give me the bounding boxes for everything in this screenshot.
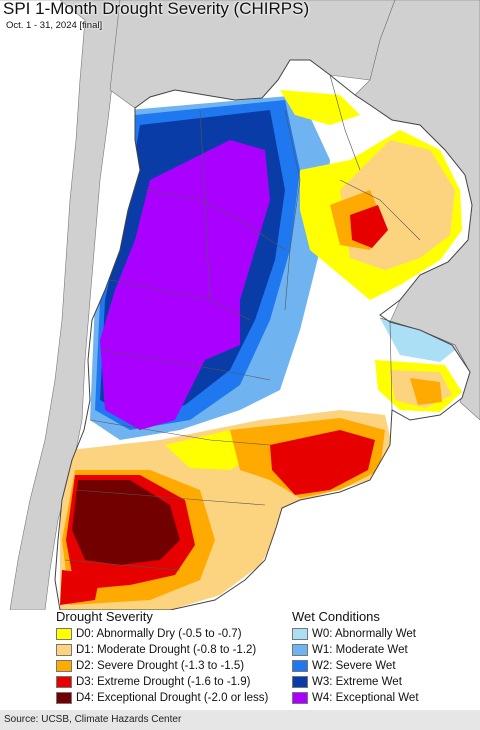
legend-label-w2: W2: Severe Wet bbox=[312, 660, 396, 672]
legend-swatch-w4 bbox=[292, 692, 308, 704]
legend-item-d4: D4: Exceptional Drought (-2.0 or less) bbox=[56, 691, 268, 705]
legend-item-d0: D0: Abnormally Dry (-0.5 to -0.7) bbox=[56, 627, 242, 641]
wet-w4-zone bbox=[100, 140, 270, 430]
legend-label-w1: W1: Moderate Wet bbox=[312, 644, 408, 656]
legend-swatch-w0 bbox=[292, 628, 308, 640]
dry-d0-upper bbox=[280, 90, 360, 125]
chile-land bbox=[0, 0, 121, 610]
legend-item-w4: W4: Exceptional Wet bbox=[292, 691, 419, 705]
legend-label-d0: D0: Abnormally Dry (-0.5 to -0.7) bbox=[76, 628, 242, 640]
admin-borders bbox=[54, 59, 473, 610]
source-credit: Source: UCSB, Climate Hazards Center bbox=[0, 710, 480, 730]
legend-label-d1: D1: Moderate Drought (-0.8 to -1.2) bbox=[76, 644, 257, 656]
legend-item-w2: W2: Severe Wet bbox=[292, 659, 396, 673]
legend-swatch-d4 bbox=[56, 692, 72, 704]
legend-item-d2: D2: Severe Drought (-1.3 to -1.5) bbox=[56, 659, 244, 673]
legend-swatch-d0 bbox=[56, 628, 72, 640]
map-title: SPI 1-Month Drought Severity (CHIRPS) bbox=[3, 0, 310, 18]
legend-swatch-d2 bbox=[56, 660, 72, 672]
map-subtitle: Oct. 1 - 31, 2024 [final] bbox=[6, 20, 103, 31]
legend-item-w1: W1: Moderate Wet bbox=[292, 643, 408, 657]
legend-swatch-d3 bbox=[56, 676, 72, 688]
dry-d2-east bbox=[410, 378, 442, 405]
wet-legend-title: Wet Conditions bbox=[292, 609, 380, 624]
drought-map bbox=[0, 0, 480, 610]
legend-item-d1: D1: Moderate Drought (-0.8 to -1.2) bbox=[56, 643, 256, 657]
dry-d3-south bbox=[270, 430, 375, 495]
dry-d4-west bbox=[72, 480, 180, 565]
dry-d3-north bbox=[350, 205, 388, 248]
wet-w0-east bbox=[380, 318, 455, 362]
legend-swatch-d1 bbox=[56, 644, 72, 656]
legend-label-d4: D4: Exceptional Drought (-2.0 or less) bbox=[76, 692, 269, 704]
legend-swatch-w2 bbox=[292, 660, 308, 672]
legend-swatch-w1 bbox=[292, 644, 308, 656]
legend-item-w0: W0: Abnormally Wet bbox=[292, 627, 416, 641]
legend-item-d3: D3: Extreme Drought (-1.6 to -1.9) bbox=[56, 675, 250, 689]
legend-label-w3: W3: Extreme Wet bbox=[312, 676, 402, 688]
legend-label-d2: D2: Severe Drought (-1.3 to -1.5) bbox=[76, 660, 245, 672]
legend-item-w3: W3: Extreme Wet bbox=[292, 675, 402, 689]
legend-label-d3: D3: Extreme Drought (-1.6 to -1.9) bbox=[76, 676, 251, 688]
drought-legend-title: Drought Severity bbox=[56, 609, 153, 624]
legend-label-w4: W4: Exceptional Wet bbox=[312, 692, 419, 704]
dry-d3-southwest bbox=[60, 570, 100, 605]
legend-swatch-w3 bbox=[292, 676, 308, 688]
legend-label-w0: W0: Abnormally Wet bbox=[312, 628, 416, 640]
